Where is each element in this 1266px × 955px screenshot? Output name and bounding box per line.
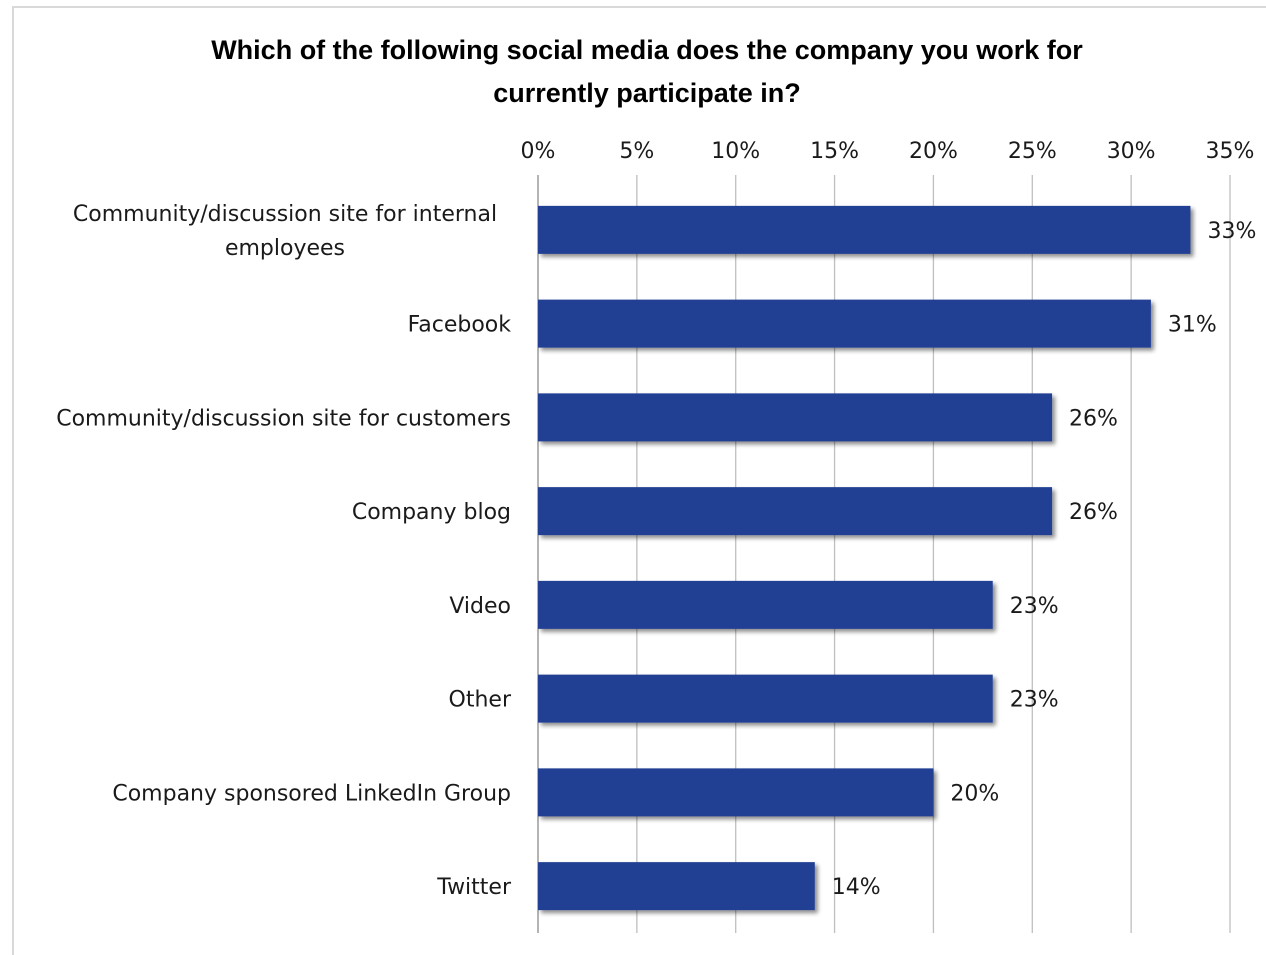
bar bbox=[538, 862, 815, 911]
x-tick-label: 5% bbox=[619, 139, 654, 164]
bar bbox=[538, 393, 1053, 442]
bar bbox=[538, 580, 993, 629]
x-tick-label: 15% bbox=[810, 139, 859, 164]
category-label: Other bbox=[449, 688, 512, 713]
bar bbox=[538, 487, 1053, 536]
bar bbox=[538, 205, 1191, 254]
x-tick-label: 0% bbox=[521, 139, 556, 164]
x-tick-label: 20% bbox=[909, 139, 958, 164]
data-label: 33% bbox=[1207, 219, 1256, 244]
category-labels: Community/discussion site for internal em… bbox=[56, 202, 512, 900]
chart-title-line-1: Which of the following social media does… bbox=[211, 35, 1083, 65]
category-label: employees bbox=[225, 236, 345, 261]
bars bbox=[538, 205, 1191, 911]
data-label: 23% bbox=[1010, 594, 1059, 619]
data-label: 14% bbox=[832, 875, 881, 900]
bar bbox=[538, 674, 993, 723]
category-label: Community/discussion site for internal bbox=[73, 202, 497, 227]
category-label: Twitter bbox=[436, 875, 512, 900]
x-tick-label: 35% bbox=[1206, 139, 1255, 164]
bar bbox=[538, 299, 1151, 348]
x-axis-ticks: 0% 5% 10% 15% 20% 25% 30% 35% bbox=[521, 139, 1255, 164]
x-tick-label: 30% bbox=[1107, 139, 1156, 164]
data-label: 23% bbox=[1010, 688, 1059, 713]
category-label: Video bbox=[449, 594, 511, 619]
chart-title-line-2: currently participate in? bbox=[493, 78, 801, 108]
data-label: 26% bbox=[1069, 406, 1118, 431]
category-label: Facebook bbox=[408, 313, 512, 338]
category-label: Community/discussion site for customers bbox=[56, 406, 511, 431]
x-tick-label: 10% bbox=[711, 139, 760, 164]
data-label: 26% bbox=[1069, 500, 1118, 525]
data-labels: 33% 31% 26% 26% 23% 23% 20% 14% bbox=[832, 219, 1257, 900]
bar bbox=[538, 768, 934, 817]
gridlines bbox=[537, 175, 1231, 933]
category-label: Company sponsored LinkedIn Group bbox=[112, 781, 511, 806]
category-label: Company blog bbox=[352, 500, 511, 525]
data-label: 20% bbox=[950, 781, 999, 806]
data-label: 31% bbox=[1168, 313, 1217, 338]
x-tick-label: 25% bbox=[1008, 139, 1057, 164]
